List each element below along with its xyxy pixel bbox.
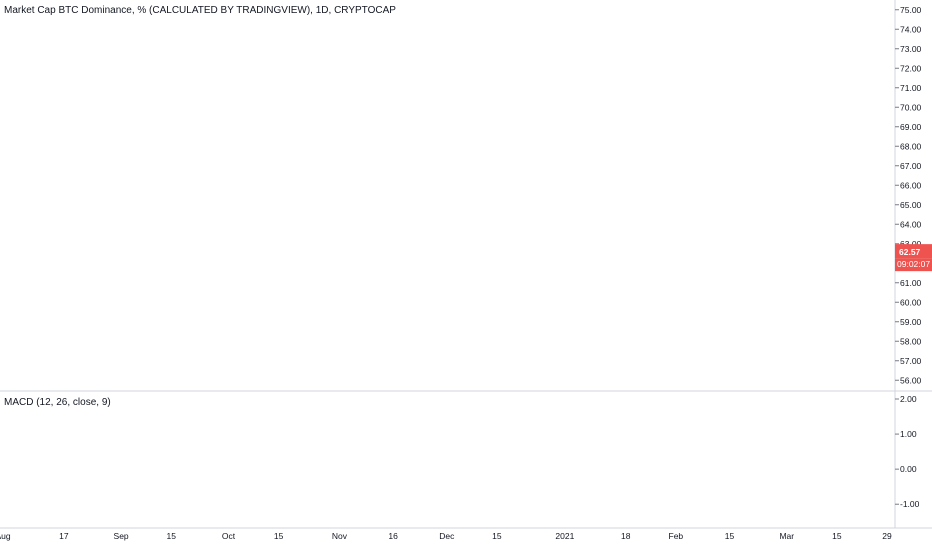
y-tick-label: 74.00 bbox=[900, 24, 922, 34]
y-tick-label: 60.00 bbox=[900, 297, 922, 307]
x-tick-label: Sep bbox=[114, 531, 129, 541]
x-tick-label: 15 bbox=[166, 531, 176, 541]
x-tick-label: 16 bbox=[388, 531, 398, 541]
x-tick-label: Nov bbox=[332, 531, 348, 541]
x-tick-label: 15 bbox=[274, 531, 284, 541]
y-tick-label: 64.00 bbox=[900, 219, 922, 229]
y-tick-label: 63.00 bbox=[900, 239, 922, 249]
y-tick-label: 59.00 bbox=[900, 317, 922, 327]
x-tick-label: Aug bbox=[0, 531, 11, 541]
x-tick-label: Feb bbox=[669, 531, 684, 541]
macd-y-tick-label: 2.00 bbox=[900, 394, 917, 404]
y-tick-label: 67.00 bbox=[900, 161, 922, 171]
x-tick-label: 15 bbox=[725, 531, 735, 541]
x-tick-label: Mar bbox=[779, 531, 794, 541]
x-tick-label: Oct bbox=[222, 531, 236, 541]
x-tick-label: 2021 bbox=[555, 531, 574, 541]
countdown-label: 09:02:07 bbox=[897, 259, 930, 269]
y-tick-label: 65.00 bbox=[900, 200, 922, 210]
macd-y-tick-label: -1.00 bbox=[900, 499, 920, 509]
y-tick-label: 69.00 bbox=[900, 122, 922, 132]
macd-y-tick-label: 0.00 bbox=[900, 464, 917, 474]
y-tick-label: 71.00 bbox=[900, 83, 922, 93]
y-tick-label: 73.00 bbox=[900, 44, 922, 54]
y-tick-label: 66.00 bbox=[900, 180, 922, 190]
y-tick-label: 75.00 bbox=[900, 5, 922, 15]
price-label-box bbox=[895, 244, 932, 259]
y-tick-label: 56.00 bbox=[900, 375, 922, 385]
macd-y-tick-label: 1.00 bbox=[900, 429, 917, 439]
macd-title: MACD (12, 26, close, 9) bbox=[4, 397, 111, 408]
y-tick-label: 68.00 bbox=[900, 141, 922, 151]
chart-title: Market Cap BTC Dominance, % (CALCULATED … bbox=[4, 5, 396, 16]
y-tick-label: 57.00 bbox=[900, 356, 922, 366]
x-tick-label: 18 bbox=[621, 531, 631, 541]
x-tick-label: 17 bbox=[59, 531, 69, 541]
y-tick-label: 61.00 bbox=[900, 278, 922, 288]
y-tick-label: 70.00 bbox=[900, 102, 922, 112]
x-tick-label: Dec bbox=[439, 531, 455, 541]
price-label: 62.57 bbox=[899, 247, 921, 257]
x-tick-label: 15 bbox=[492, 531, 502, 541]
countdown-box bbox=[895, 258, 932, 272]
x-tick-label: 15 bbox=[832, 531, 842, 541]
x-tick-label: 29 bbox=[882, 531, 892, 541]
y-tick-label: 72.00 bbox=[900, 63, 922, 73]
y-tick-label: 58.00 bbox=[900, 336, 922, 346]
